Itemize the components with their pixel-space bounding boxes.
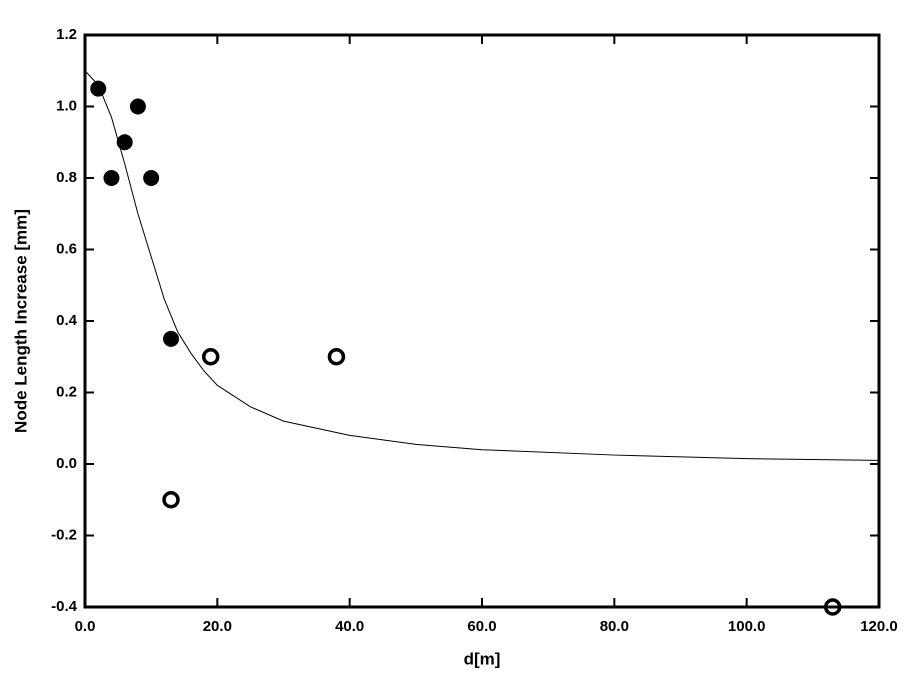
- x-tick-label: 60.0: [467, 618, 496, 635]
- data-point: [129, 98, 146, 115]
- data-point: [90, 80, 107, 97]
- data-point: [143, 170, 160, 186]
- x-tick-label: 40.0: [335, 618, 364, 635]
- y-tick-label: -0.4: [51, 598, 78, 615]
- data-point: [162, 491, 180, 509]
- data-point: [116, 134, 133, 151]
- y-tick-label: 1.0: [56, 97, 77, 114]
- x-tick-label: 120.0: [860, 618, 898, 635]
- x-tick-label: 0.0: [75, 618, 96, 635]
- x-tick-label: 100.0: [728, 618, 766, 635]
- y-tick-label: 0.2: [56, 383, 77, 400]
- data-point: [163, 330, 180, 347]
- y-tick-label: 0.0: [56, 455, 77, 472]
- fit-curve: [84, 70, 880, 461]
- y-tick-label: -0.2: [51, 526, 77, 543]
- plot-frame: [83, 33, 881, 609]
- data-point: [327, 348, 346, 366]
- y-tick-label: 0.6: [56, 240, 77, 257]
- x-axis-title: d[m]: [464, 649, 501, 668]
- x-tick-label: 80.0: [600, 618, 629, 635]
- y-axis-title: Node Length Increase [mm]: [11, 209, 30, 433]
- data-point: [103, 170, 120, 186]
- y-tick-label: 1.2: [56, 26, 77, 43]
- x-tick-label: 20.0: [203, 618, 232, 635]
- y-tick-label: 0.8: [56, 169, 77, 186]
- data-point: [201, 348, 220, 366]
- y-tick-label: 0.4: [56, 312, 78, 329]
